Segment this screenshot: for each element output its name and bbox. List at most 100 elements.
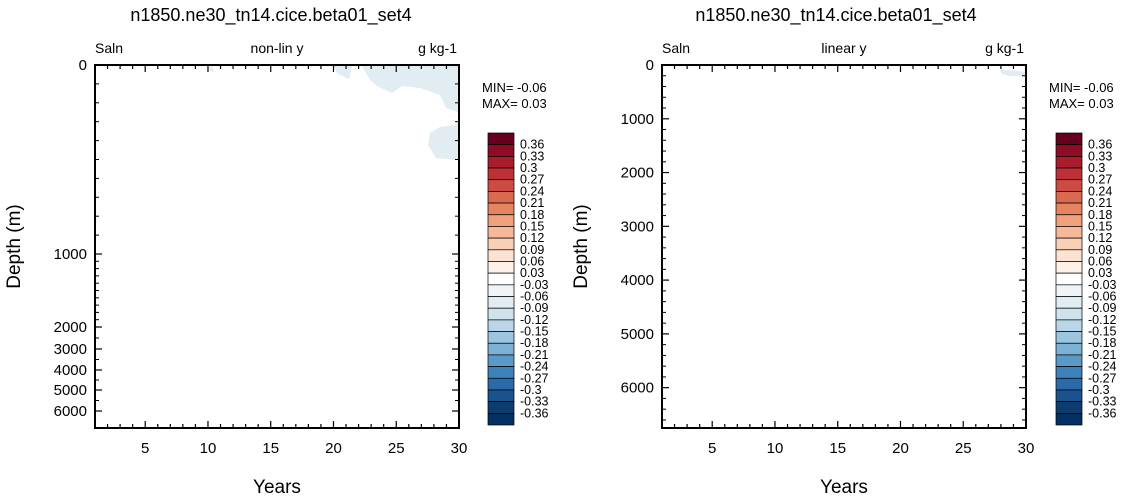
colorbar-swatch xyxy=(1055,307,1083,321)
plot-frame xyxy=(94,64,460,429)
shaded-region xyxy=(1000,70,1025,76)
shaded-region xyxy=(362,66,458,112)
panel-linear: 5 10 15 20 25 30 0 1000 2000 3000 4000 5000 6000 n185… xyxy=(571,5,1117,498)
colorbar-swatch xyxy=(1055,342,1083,356)
colorbar-label: 0.15 xyxy=(520,219,544,233)
max-label: MAX= 0.03 xyxy=(1049,96,1114,111)
colorbar-swatch xyxy=(487,366,515,379)
colorbar-label: -0.03 xyxy=(1088,278,1117,292)
colorbar-label: -0.06 xyxy=(520,290,549,304)
axis-type-label: linear y xyxy=(821,40,866,56)
chart-title: n1850.ne30_tn14.cice.beta01_set4 xyxy=(130,5,411,26)
colorbar-swatch xyxy=(487,354,515,367)
colorbar-swatch xyxy=(1055,319,1083,332)
plot-frame xyxy=(661,64,1027,429)
chart-title: n1850.ne30_tn14.cice.beta01_set4 xyxy=(695,5,976,26)
colorbar-swatch xyxy=(487,342,515,356)
colorbar-swatch xyxy=(487,331,515,344)
y-tick-label: 3000 xyxy=(54,341,87,358)
colorbar-swatch xyxy=(1055,167,1083,181)
x-tick-label: 15 xyxy=(829,440,846,457)
colorbar-label: -0.33 xyxy=(520,395,549,409)
colorbar-label: -0.12 xyxy=(1088,313,1117,327)
colorbar-label: -0.3 xyxy=(1088,383,1110,397)
y-axis-label: Depth (m) xyxy=(4,204,25,288)
y-tick-label: 3000 xyxy=(621,218,654,235)
x-tick-label: 30 xyxy=(451,440,468,457)
shaded-region xyxy=(333,66,352,79)
y-tick-label: 6000 xyxy=(54,403,87,420)
colorbar-label: -0.36 xyxy=(1088,406,1117,420)
colorbar-swatch xyxy=(1055,237,1083,251)
colorbar-swatch xyxy=(1055,191,1083,204)
colorbar-swatch xyxy=(1055,331,1083,344)
colorbar-label: -0.09 xyxy=(520,301,549,315)
colorbar-label: 0.24 xyxy=(1088,184,1112,198)
units-label: g kg-1 xyxy=(985,40,1024,56)
y-tick-label: 2000 xyxy=(621,165,654,182)
y-tick-label: 4000 xyxy=(54,362,87,379)
x-tick-label: 5 xyxy=(141,440,149,457)
colorbar-swatch xyxy=(1055,354,1083,367)
min-label: MIN= -0.06 xyxy=(1049,80,1114,95)
x-axis-label: Years xyxy=(253,477,301,498)
x-axis-label: Years xyxy=(820,477,868,498)
y-tick-label: 4000 xyxy=(621,272,654,289)
colorbar-label: 0.15 xyxy=(1088,219,1112,233)
colorbar-swatch xyxy=(487,167,515,181)
colorbar-label: -0.03 xyxy=(520,278,549,292)
colorbar-swatch xyxy=(1055,144,1083,157)
colorbar-label: -0.24 xyxy=(520,360,549,374)
colorbar-swatch xyxy=(487,249,515,262)
colorbar-label: 0.21 xyxy=(1088,196,1112,210)
colorbar: 0.360.330.30.270.240.210.180.150.120.090… xyxy=(1055,132,1117,426)
colorbar-swatch xyxy=(487,156,515,169)
colorbar-swatch xyxy=(487,307,515,321)
colorbar-swatch xyxy=(487,191,515,204)
colorbar-label: 0.18 xyxy=(520,208,544,222)
colorbar-label: 0.18 xyxy=(1088,208,1112,222)
colorbar-label: 0.03 xyxy=(1088,266,1112,280)
colorbar-label: -0.36 xyxy=(520,406,549,420)
colorbar-swatch xyxy=(1055,156,1083,169)
colorbar-label: -0.21 xyxy=(520,348,549,362)
colorbar-label: -0.06 xyxy=(1088,290,1117,304)
colorbar-swatch xyxy=(487,296,515,309)
colorbar-label: -0.27 xyxy=(520,371,549,385)
colorbar-label: 0.3 xyxy=(520,161,537,175)
colorbar-swatch xyxy=(1055,284,1083,297)
colorbar-label: 0.27 xyxy=(520,173,544,187)
colorbar-swatch xyxy=(487,144,515,157)
colorbar-swatch xyxy=(1055,249,1083,262)
x-tick-label: 20 xyxy=(892,440,909,457)
x-tick-label: 10 xyxy=(200,440,217,457)
colorbar-label: 0.03 xyxy=(520,266,544,280)
colorbar-swatch xyxy=(487,261,515,274)
colorbar-swatch xyxy=(1055,261,1083,274)
colorbar-label: -0.18 xyxy=(520,336,549,350)
colorbar-swatch xyxy=(1055,412,1083,426)
colorbar-label: -0.21 xyxy=(1088,348,1117,362)
colorbar-swatch xyxy=(1055,389,1083,402)
colorbar-label: -0.18 xyxy=(1088,336,1117,350)
colorbar-swatch xyxy=(487,389,515,402)
y-tick-label: 0 xyxy=(79,57,87,74)
y-tick-label: 5000 xyxy=(54,382,87,399)
colorbar-swatch xyxy=(487,132,515,146)
colorbar-swatch xyxy=(487,226,515,239)
colorbar-swatch xyxy=(1055,132,1083,146)
panel-nonlinear: 5 10 15 20 25 30 0 1000 2000 3000 4000 5000 6000 n185… xyxy=(4,5,549,498)
x-tick-label: 10 xyxy=(767,440,784,457)
colorbar-swatch xyxy=(487,202,515,216)
shaded-region xyxy=(428,124,458,160)
y-tick-label: 1000 xyxy=(54,246,87,263)
colorbar-label: 0.06 xyxy=(520,254,544,268)
shaded-region xyxy=(207,66,214,72)
x-tick-label: 25 xyxy=(955,440,972,457)
colorbar-label: -0.27 xyxy=(1088,371,1117,385)
colorbar-swatch xyxy=(1055,179,1083,192)
x-tick-label: 15 xyxy=(262,440,279,457)
colorbar-swatch xyxy=(487,284,515,297)
colorbar-label: -0.12 xyxy=(520,313,549,327)
